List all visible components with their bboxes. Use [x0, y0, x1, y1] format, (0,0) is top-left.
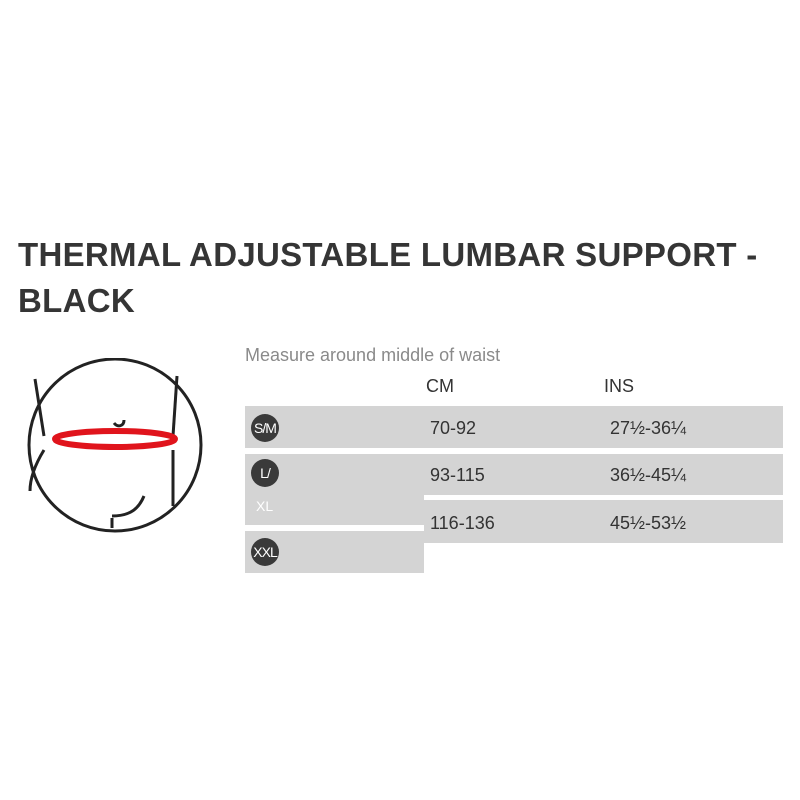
cm-value: 70-92: [430, 418, 477, 438]
ins-value: 45½-53½: [610, 513, 687, 533]
ins-value: 27½-36¼: [610, 418, 687, 438]
waist-measurement-icon: [27, 358, 203, 533]
header-ins: INS: [604, 376, 635, 396]
product-title: THERMAL ADJUSTABLE LUMBAR SUPPORT - BLAC…: [18, 236, 758, 319]
cm-value: 93-115: [430, 465, 485, 485]
size-badge: XXL: [251, 538, 279, 566]
size-row-xxl: [424, 500, 783, 543]
size-row-lxl: [424, 454, 783, 495]
size-badge: L/: [251, 459, 279, 487]
size-badge-extra: XL: [256, 498, 274, 514]
cm-value: 116-136: [430, 513, 495, 533]
size-row-sm: [245, 406, 783, 448]
size-badge: S/M: [251, 414, 279, 442]
ins-value: 36½-45¼: [610, 465, 687, 485]
header-cm: CM: [426, 376, 454, 396]
measure-instruction: Measure around middle of waist: [245, 345, 501, 365]
